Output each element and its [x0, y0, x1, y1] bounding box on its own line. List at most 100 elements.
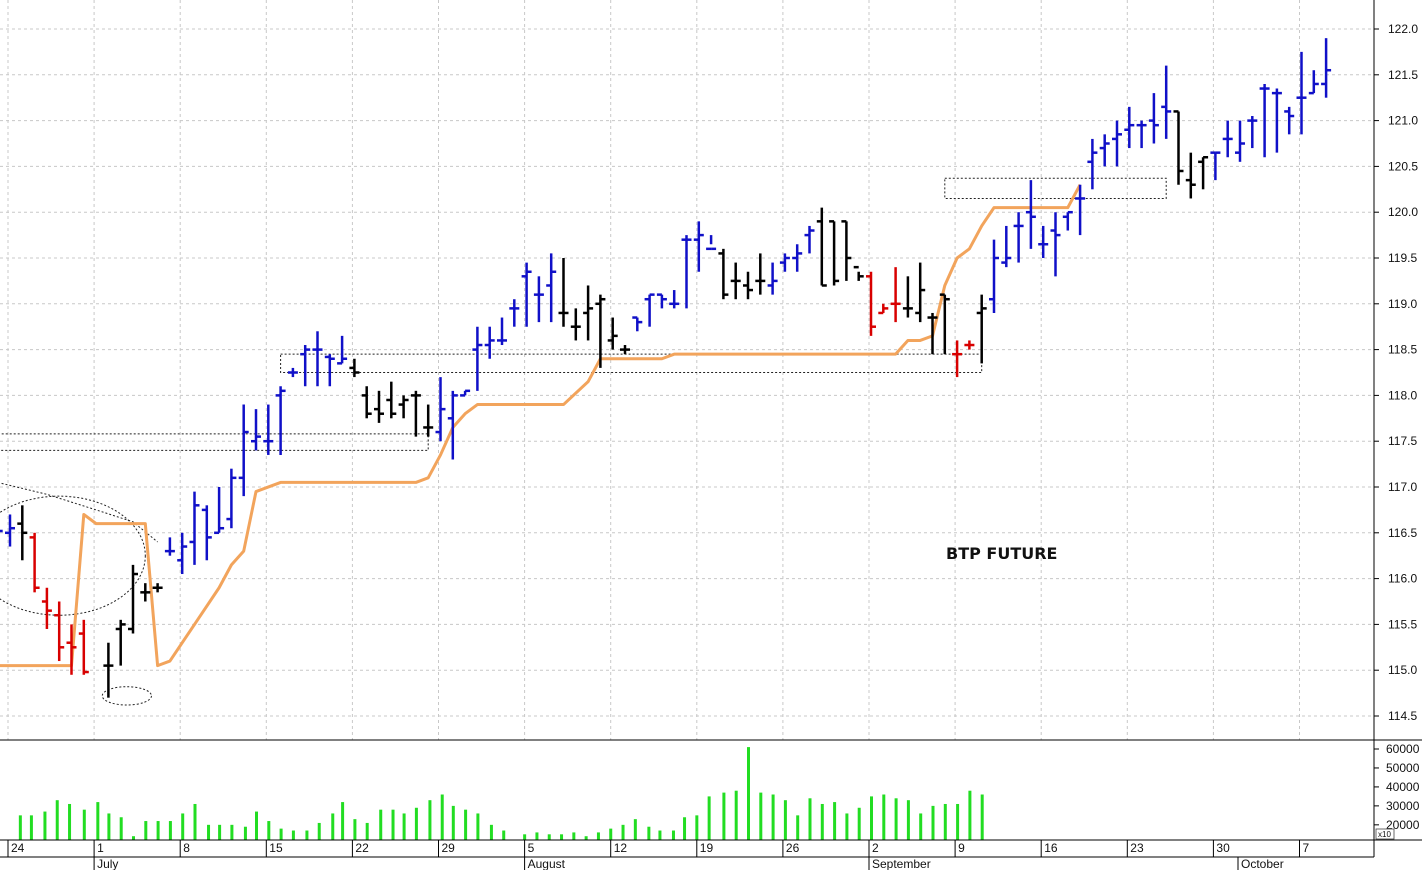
volume-bar — [845, 813, 849, 840]
ohlc-bar — [128, 564, 138, 634]
volume-bar — [870, 796, 873, 840]
volume-bar — [857, 807, 861, 840]
volume-bar — [341, 802, 345, 840]
ohlc-bar — [1259, 83, 1270, 158]
ohlc-bar — [1099, 134, 1110, 167]
volume-bar — [119, 817, 123, 840]
ohlc-bar — [755, 253, 766, 295]
ohlc-bar — [681, 235, 692, 309]
volume-bar — [707, 796, 711, 840]
volume-bar — [808, 798, 812, 840]
volume-bar — [464, 809, 468, 840]
volume-bar — [502, 830, 506, 840]
ohlc-bar — [644, 293, 655, 327]
ohlc-bar — [964, 340, 975, 350]
date-tick-label: 2 — [872, 841, 879, 855]
volume-bar — [683, 817, 687, 840]
volume-bar — [331, 813, 335, 840]
ohlc-bar — [521, 262, 532, 327]
ohlc-bar — [312, 331, 323, 387]
ohlc-bar — [767, 262, 778, 295]
ohlc-bar — [546, 253, 557, 323]
volume-bar — [379, 809, 383, 840]
ohlc-bar — [607, 317, 618, 350]
ohlc-bar — [251, 409, 261, 451]
ohlc-bar — [939, 293, 950, 355]
support-boxes — [0, 177, 1167, 451]
price-tick-label: 121.5 — [1388, 68, 1418, 82]
ohlc-bar — [17, 505, 28, 561]
ohlc-bar — [398, 395, 409, 419]
ohlc-bar — [1271, 88, 1282, 153]
volume-bar — [391, 809, 395, 840]
ohlc-bar — [226, 468, 237, 529]
ohlc-bar — [447, 390, 458, 460]
ohlc-bar — [1148, 93, 1159, 144]
ohlc-bar — [152, 583, 163, 593]
annotation-ellipses — [0, 482, 158, 706]
volume-bar — [722, 792, 726, 840]
ohlc-bar — [533, 276, 544, 323]
volume-bar — [168, 821, 172, 840]
volume-bar — [132, 836, 135, 840]
ohlc-bar — [1210, 151, 1221, 181]
ohlc-bar — [693, 221, 704, 272]
volume-bar — [428, 800, 432, 840]
volume-bar — [43, 811, 47, 840]
ohlc-bar — [706, 235, 717, 251]
ohlc-bar — [595, 294, 606, 368]
ohlc-bar — [1235, 120, 1245, 162]
volume-bar — [207, 824, 211, 840]
volume-bar — [747, 747, 750, 840]
ohlc-bar — [300, 345, 311, 387]
volume-bar — [633, 819, 637, 840]
ohlc-bar — [804, 225, 815, 254]
ohlc-bar — [54, 601, 65, 662]
month-label: September — [872, 857, 931, 870]
ohlc-bar — [952, 340, 963, 378]
ohlc-bar — [1075, 184, 1086, 236]
ohlc-bar — [0, 529, 3, 533]
volume-bar — [144, 821, 148, 840]
price-tick-label: 121.0 — [1388, 114, 1418, 128]
dotted-curve — [0, 482, 158, 543]
volume-bar — [523, 834, 527, 840]
ohlc-bar — [1173, 110, 1184, 185]
volume-bar — [267, 821, 271, 840]
ohlc-bar — [841, 220, 852, 281]
price-tick-label: 122.0 — [1388, 22, 1418, 36]
date-tick-label: 19 — [700, 841, 714, 855]
volume-bar — [943, 803, 947, 840]
price-tick-label: 119.0 — [1388, 297, 1417, 311]
date-tick-label: 1 — [97, 841, 104, 855]
ohlc-bar — [189, 491, 200, 565]
volume-bar — [82, 809, 86, 840]
ohlc-bar — [349, 358, 360, 378]
date-tick-label: 24 — [11, 841, 25, 855]
ohlc-bar — [1247, 116, 1258, 149]
ohlc-bar — [1001, 225, 1012, 268]
ohlc-bar — [558, 258, 569, 327]
volume-bar — [305, 830, 309, 840]
volume-bar — [402, 813, 406, 840]
date-tick-label: 9 — [958, 841, 965, 855]
ohlc-bar — [78, 619, 89, 675]
volume-bar — [29, 815, 33, 840]
price-tick-label: 118.0 — [1388, 388, 1417, 402]
price-tick-label: 119.5 — [1388, 251, 1417, 265]
ohlc-bar — [435, 377, 446, 442]
ohlc-bar — [866, 271, 876, 336]
price-tick-label: 116.0 — [1388, 572, 1417, 586]
price-tick-label: 114.5 — [1388, 709, 1417, 723]
ohlc-bar — [1050, 212, 1061, 277]
ohlc-bar — [915, 262, 926, 323]
volume-bar — [609, 828, 613, 840]
volume-bar — [968, 790, 972, 840]
date-tick-label: 29 — [442, 841, 456, 855]
ohlc-bar — [140, 583, 151, 602]
